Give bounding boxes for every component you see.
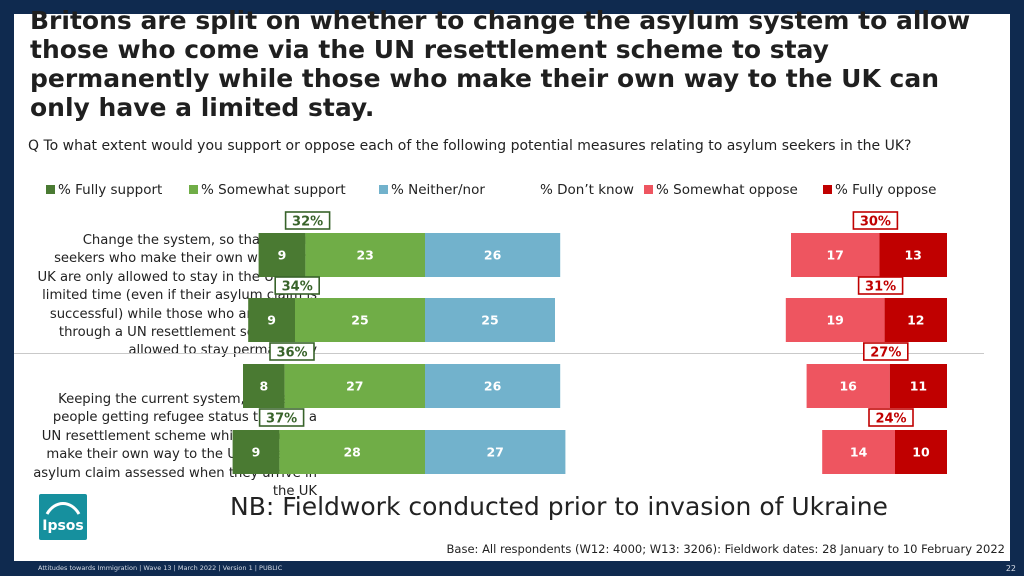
- legend-label: % Neither/nor: [391, 182, 485, 198]
- bar-fully-oppose: [889, 364, 947, 408]
- bar-somewhat-oppose: [791, 233, 880, 277]
- bar-neither: [425, 364, 561, 408]
- net-support-label: 36%: [276, 346, 307, 361]
- data-label: 27: [486, 445, 503, 460]
- data-label: 9: [267, 313, 276, 328]
- net-oppose-box: [857, 276, 904, 295]
- bar-fully-oppose: [895, 430, 947, 474]
- net-oppose-box: [852, 211, 899, 230]
- data-label: 23: [356, 248, 373, 263]
- ipsos-logo: Ipsos: [39, 494, 87, 540]
- survey-question: Q To what extent would you support or op…: [28, 138, 912, 154]
- data-label: 8: [259, 379, 268, 394]
- net-support-label: 34%: [282, 280, 313, 295]
- page-number: 22: [1005, 564, 1016, 573]
- data-label: 27: [346, 379, 363, 394]
- net-support-box: [269, 342, 315, 361]
- bar-fully-oppose: [879, 233, 947, 277]
- data-label: 13: [904, 248, 921, 263]
- legend-swatch: [189, 185, 198, 194]
- net-oppose-label: 24%: [875, 412, 906, 427]
- data-label: 10: [912, 445, 930, 460]
- footer-text: Attitudes towards Immigration | Wave 13 …: [38, 564, 283, 572]
- legend-label: % Fully oppose: [835, 182, 937, 198]
- bar-somewhat-support: [295, 298, 425, 342]
- bar-somewhat-support: [305, 233, 425, 277]
- legend-item-1: % Somewhat support: [189, 182, 346, 198]
- bar-somewhat-support: [279, 430, 425, 474]
- data-label: 25: [481, 313, 498, 328]
- bar-fully-oppose: [884, 298, 947, 342]
- net-support-label: 37%: [266, 412, 297, 427]
- legend-swatch: [528, 185, 537, 194]
- net-oppose-box: [868, 408, 914, 427]
- legend-swatch: [46, 185, 55, 194]
- net-oppose-label: 30%: [860, 215, 891, 230]
- legend-swatch: [823, 185, 832, 194]
- data-label: 16: [839, 379, 857, 394]
- legend-item-5: % Fully oppose: [823, 182, 936, 198]
- bar-somewhat-support: [284, 364, 425, 408]
- logo-text: Ipsos: [42, 518, 84, 534]
- legend-swatch: [379, 185, 388, 194]
- legend-item-4: % Somewhat oppose: [644, 182, 798, 198]
- legend-item-0: % Fully support: [46, 182, 162, 198]
- legend-label: % Somewhat oppose: [656, 182, 798, 198]
- data-label: 11: [910, 379, 927, 394]
- data-label: 12: [907, 313, 924, 328]
- data-label: 14: [850, 445, 868, 460]
- net-support-box: [274, 276, 321, 295]
- net-oppose-box: [862, 342, 909, 361]
- net-support-box: [284, 211, 331, 230]
- bar-fully-support: [248, 298, 295, 342]
- bar-neither: [425, 430, 566, 474]
- slide-title: Britons are split on whether to change t…: [30, 6, 971, 122]
- legend-item-2: % Neither/nor: [379, 182, 485, 198]
- bar-somewhat-oppose: [785, 298, 885, 342]
- legend-label: % Somewhat support: [201, 182, 346, 198]
- net-support-label: 32%: [292, 215, 323, 230]
- fieldwork-note: NB: Fieldwork conducted prior to invasio…: [230, 492, 888, 521]
- section-divider: [14, 353, 984, 354]
- chart-legend: % Fully support % Somewhat support % Neith…: [46, 182, 1006, 200]
- bar-fully-support: [258, 233, 306, 277]
- bar-neither: [425, 233, 561, 277]
- data-label: 26: [484, 248, 502, 263]
- bar-fully-support: [243, 364, 285, 408]
- data-label: 9: [252, 445, 261, 460]
- data-label: 9: [278, 248, 287, 263]
- slide: Britons are split on whether to change t…: [14, 6, 1010, 561]
- bar-somewhat-oppose: [806, 364, 890, 408]
- bar-neither: [425, 298, 555, 342]
- base-note: Base: All respondents (W12: 4000; W13: 3…: [446, 542, 1005, 556]
- bar-somewhat-oppose: [822, 430, 895, 474]
- data-label: 28: [343, 445, 360, 460]
- legend-item-3: % Don’t know: [528, 182, 634, 198]
- data-label: 25: [351, 313, 368, 328]
- net-support-box: [258, 408, 305, 427]
- net-oppose-label: 31%: [865, 280, 896, 295]
- legend-label: % Fully support: [58, 182, 163, 198]
- logo-swoosh-icon: [45, 502, 81, 515]
- data-label: 17: [826, 248, 843, 263]
- bar-fully-support: [232, 430, 280, 474]
- legend-swatch: [644, 185, 653, 194]
- data-label: 19: [826, 313, 843, 328]
- net-oppose-label: 27%: [870, 346, 901, 361]
- data-label: 26: [484, 379, 502, 394]
- legend-label: % Don’t know: [540, 182, 634, 198]
